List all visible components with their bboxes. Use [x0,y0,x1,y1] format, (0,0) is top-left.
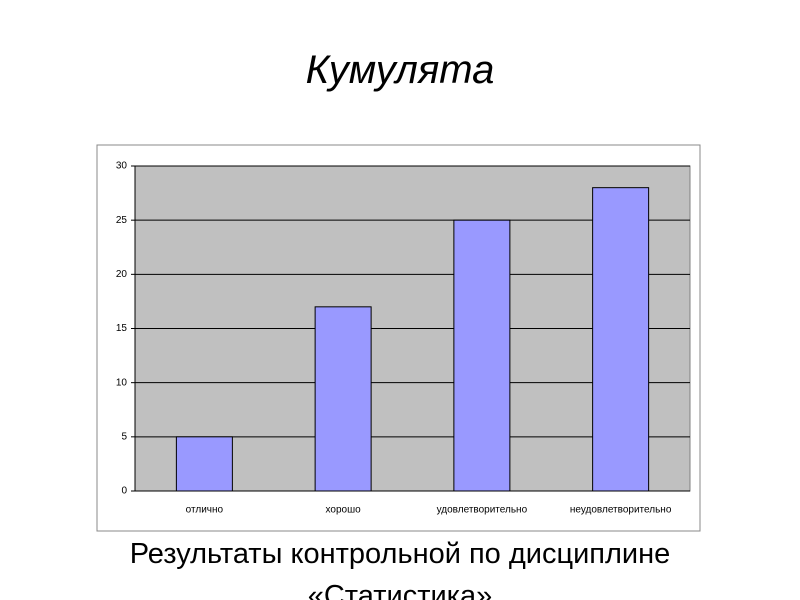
x-tick-label: неудовлетворительно [570,505,672,516]
y-tick-label: 5 [121,431,127,442]
y-tick-label: 25 [116,215,128,226]
slide-title: Кумулята [305,48,495,92]
x-tick-label: хорошо [326,505,362,516]
y-tick-label: 10 [116,377,128,388]
slide-caption: Результаты контрольной по дисциплине «Ст… [129,538,671,600]
x-tick-label: отлично [186,505,224,516]
bar [175,436,233,492]
x-tick-label: удовлетворительно [437,505,528,516]
y-tick-label: 0 [121,486,127,497]
bar [453,219,511,492]
bar [314,306,372,492]
y-tick-label: 30 [116,161,128,172]
y-tick-label: 20 [116,269,128,280]
bar [592,187,650,492]
y-tick-label: 15 [116,323,128,334]
